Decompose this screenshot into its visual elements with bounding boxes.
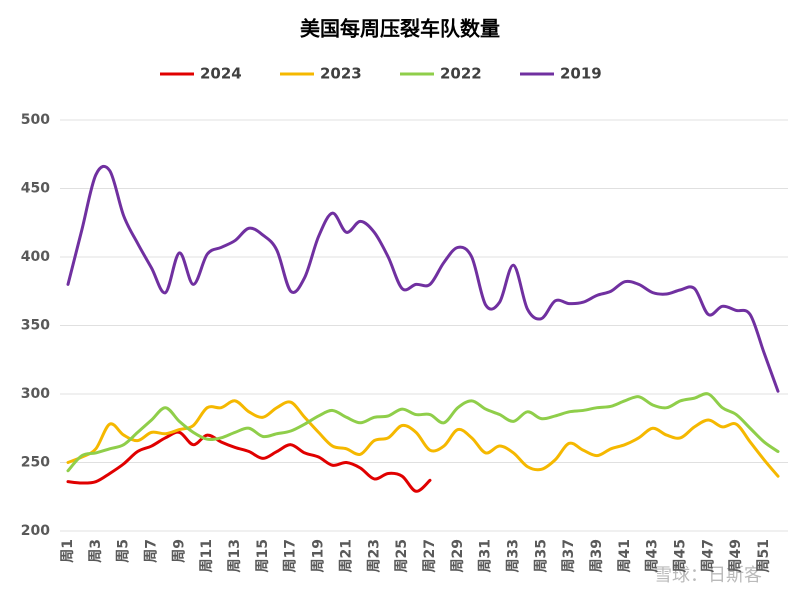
y-tick-label: 250 — [21, 455, 50, 471]
x-tick-label: 周19 — [311, 539, 327, 572]
legend-label: 2019 — [560, 65, 602, 83]
x-tick-label: 周17 — [283, 539, 299, 572]
series-line — [66, 430, 432, 493]
x-tick-label: 周31 — [478, 539, 494, 572]
x-tick-label: 周49 — [728, 539, 744, 572]
series-line — [66, 399, 780, 478]
y-tick-label: 200 — [21, 523, 50, 539]
x-tick-label: 周1 — [60, 539, 76, 563]
x-tick-label: 周29 — [450, 539, 466, 572]
x-tick-label: 周11 — [199, 539, 215, 572]
x-tick-label: 周33 — [505, 539, 521, 572]
x-tick-label: 周25 — [394, 539, 410, 572]
x-tick-label: 周27 — [422, 539, 438, 572]
y-tick-label: 300 — [21, 386, 50, 402]
series-line — [66, 392, 780, 473]
y-tick-label: 500 — [21, 112, 50, 128]
legend-label: 2022 — [440, 65, 482, 83]
series-line — [66, 164, 780, 393]
x-tick-label: 周37 — [561, 539, 577, 572]
x-tick-label: 周51 — [756, 539, 772, 572]
x-tick-label: 周5 — [116, 539, 132, 563]
x-tick-label: 周21 — [338, 539, 354, 572]
x-tick-label: 周43 — [645, 539, 661, 572]
y-tick-label: 400 — [21, 249, 50, 265]
x-tick-label: 周15 — [255, 539, 271, 572]
x-tick-label: 周35 — [533, 539, 549, 572]
x-tick-label: 周23 — [366, 539, 382, 572]
y-tick-label: 350 — [21, 318, 50, 334]
x-tick-label: 周41 — [617, 539, 633, 572]
chart-title: 美国每周压裂车队数量 — [300, 17, 500, 41]
watermark: 雪球：日斯客 — [654, 565, 762, 586]
x-tick-label: 周13 — [227, 539, 243, 572]
x-tick-label: 周39 — [589, 539, 605, 572]
x-tick-label: 周7 — [144, 539, 160, 563]
x-tick-label: 周45 — [673, 539, 689, 572]
legend-label: 2023 — [320, 65, 362, 83]
x-tick-label: 周9 — [171, 539, 187, 563]
x-tick-label: 周47 — [700, 539, 716, 572]
x-tick-label: 周3 — [88, 539, 104, 563]
y-tick-label: 450 — [21, 181, 50, 197]
legend-label: 2024 — [200, 65, 242, 83]
